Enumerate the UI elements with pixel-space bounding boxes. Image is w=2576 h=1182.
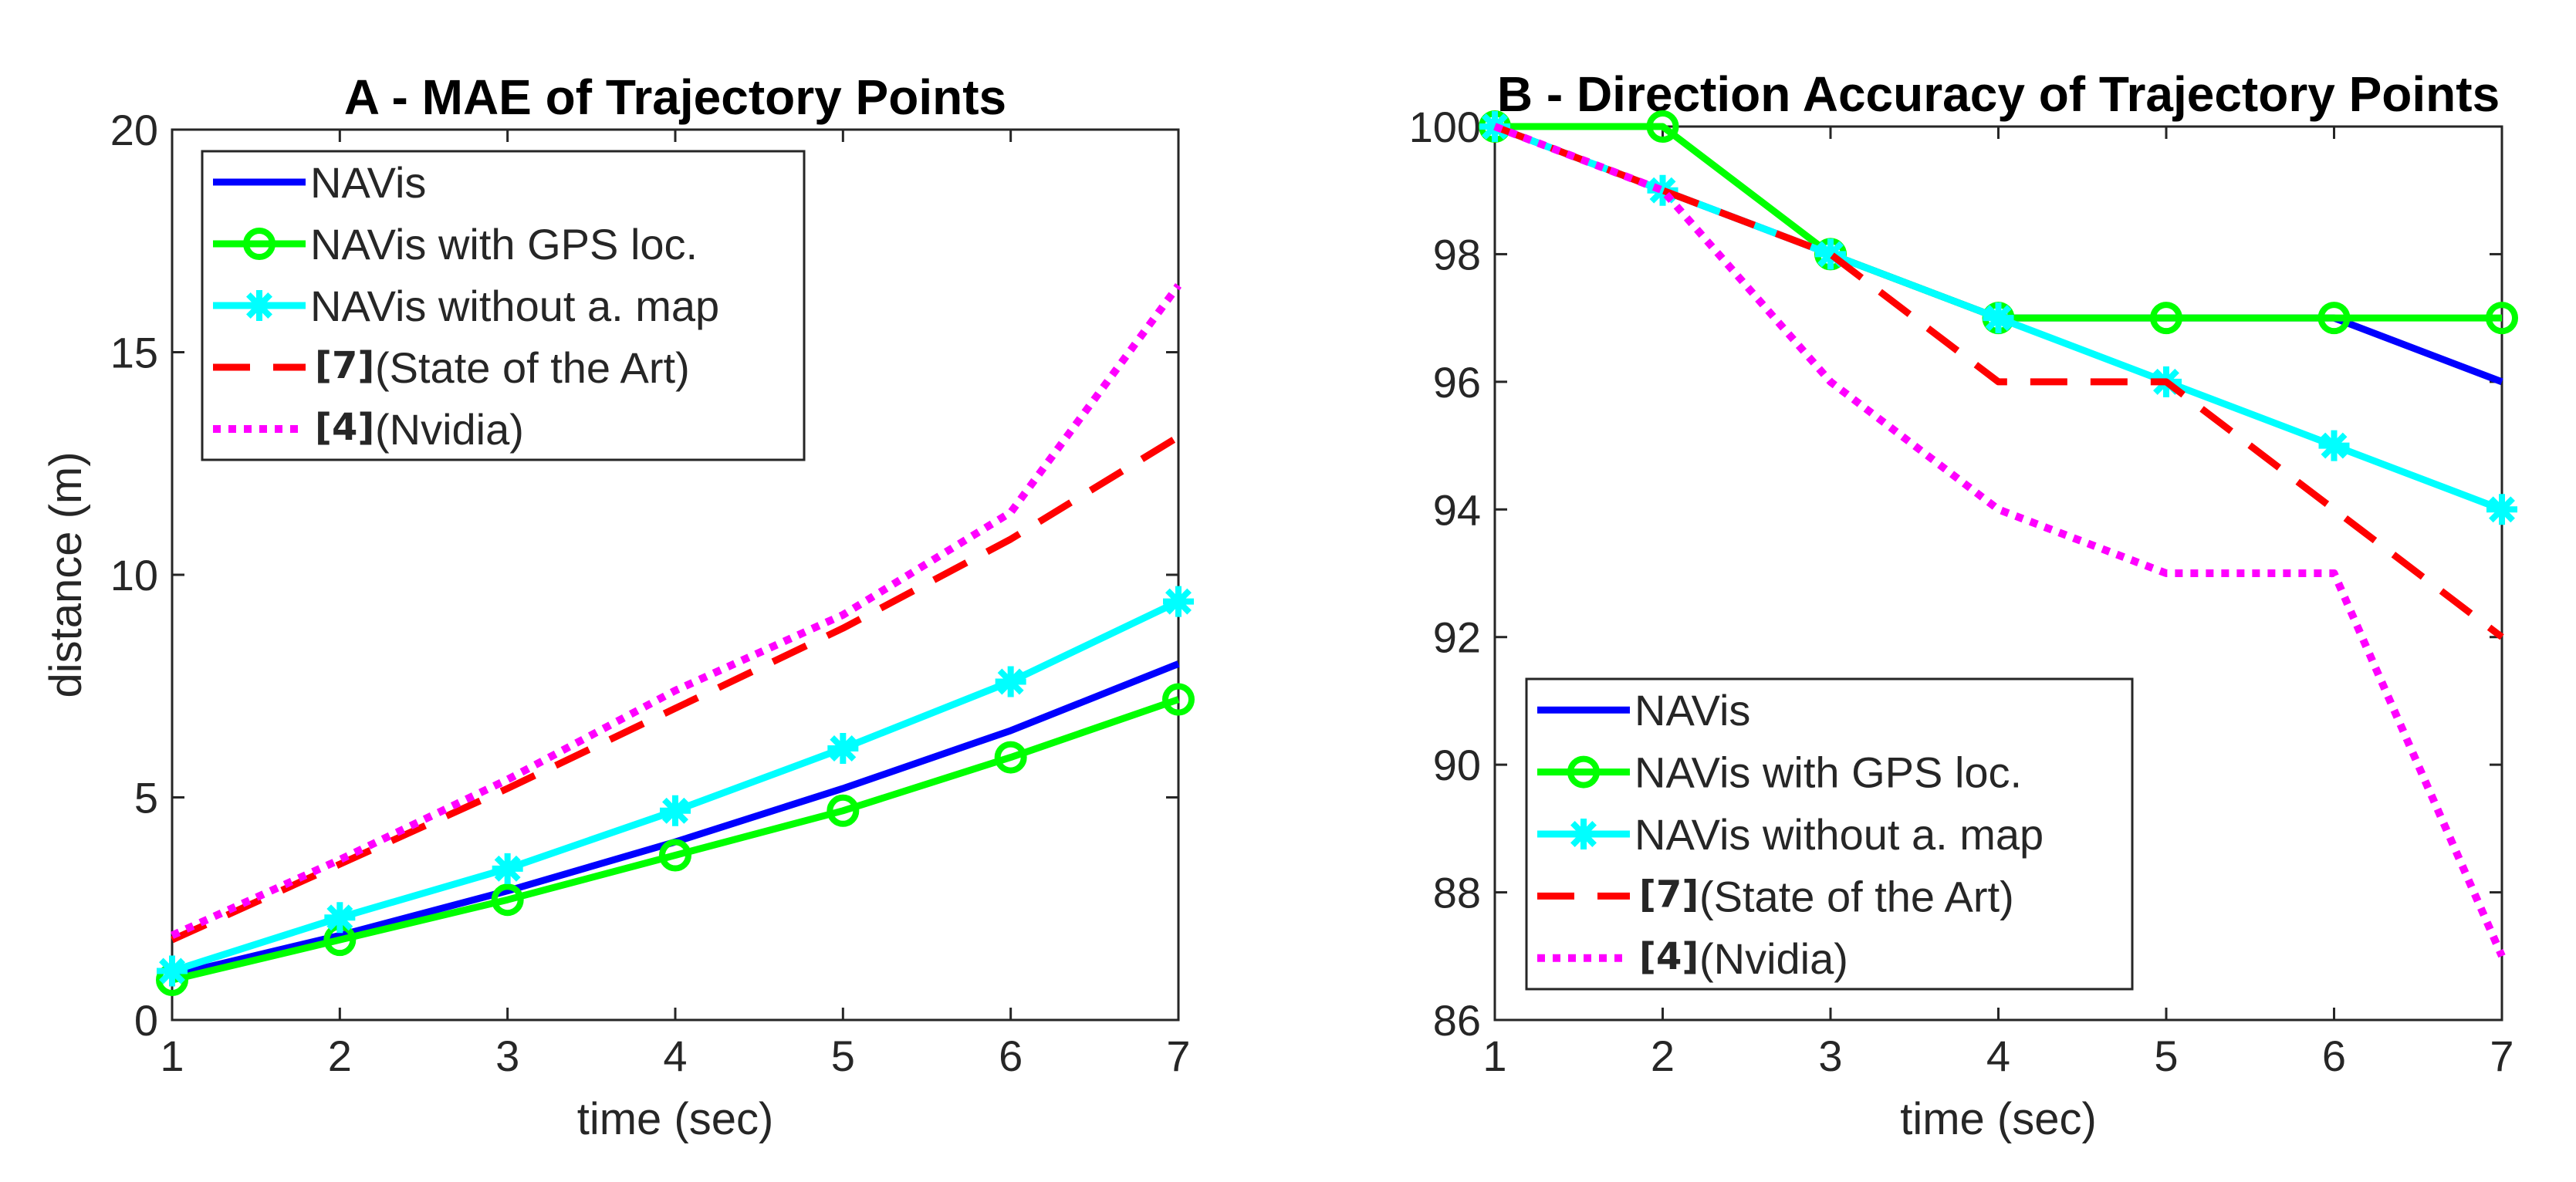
- chart-title: B - Direction Accuracy of Trajectory Poi…: [1497, 66, 2500, 122]
- x-tick-label: 7: [2490, 1032, 2513, 1080]
- legend-label: (Nvidia): [1699, 934, 1848, 983]
- legend-ref: [4]: [315, 406, 374, 449]
- legend-label: (Nvidia): [375, 405, 524, 454]
- series-line-3: [171, 434, 1181, 944]
- data-point-circle: [2317, 302, 2351, 335]
- chart-title: A - MAE of Trajectory Points: [344, 69, 1006, 125]
- y-tick-label: 20: [110, 106, 158, 154]
- data-point-circle: [659, 839, 691, 872]
- data-point-star: [2318, 430, 2350, 461]
- y-tick-label: 86: [1433, 996, 1481, 1045]
- series-line-1: [171, 696, 1180, 984]
- y-tick-label: 92: [1433, 613, 1481, 662]
- legend-label: (State of the Art): [1699, 872, 2014, 920]
- x-axis-label: time (sec): [577, 1094, 774, 1144]
- data-point-star: [1647, 174, 1678, 206]
- x-tick-label: 7: [1166, 1032, 1190, 1080]
- chart-b-direction-accuracy: 1 2 3 4 5 6 7 86 88 90 92 94 96 98 100 B - Direction Ac…: [1409, 66, 2518, 1144]
- legend-label: NAVis with GPS loc.: [310, 220, 698, 268]
- x-tick-label: 2: [1651, 1032, 1675, 1080]
- y-tick-label: 94: [1433, 485, 1481, 534]
- x-tick-label: 4: [1986, 1032, 2010, 1080]
- legend: NAVis NAVis with GPS loc. NAVis without a.…: [1525, 677, 2134, 991]
- legend-marker-star: [244, 290, 275, 321]
- data-point-star: [1983, 302, 2014, 334]
- legend-marker-star: [1568, 819, 1599, 849]
- legend-ref: [7]: [315, 344, 374, 387]
- x-tick-label: 5: [2154, 1032, 2178, 1080]
- data-point-star: [492, 853, 523, 884]
- legend-marker-circle: [243, 228, 276, 260]
- x-tick-label: 4: [663, 1032, 687, 1080]
- legend-ref: [7]: [1639, 873, 1699, 916]
- data-point-star: [827, 733, 859, 765]
- data-point-star: [324, 902, 356, 934]
- series-line-4: [1493, 123, 2506, 958]
- y-tick-label: 98: [1433, 230, 1481, 279]
- x-tick-label: 2: [328, 1032, 352, 1080]
- y-tick-label: 96: [1433, 358, 1481, 407]
- legend-ref: [4]: [1639, 935, 1699, 978]
- legend-label: NAVis: [1635, 686, 1750, 735]
- legend-marker-circle: [1567, 755, 1600, 789]
- data-point-star: [660, 795, 691, 826]
- x-tick-label: 1: [160, 1032, 184, 1080]
- legend-label: NAVis: [310, 158, 426, 207]
- y-tick-label: 88: [1433, 869, 1481, 917]
- series-line-4: [170, 282, 1182, 939]
- data-point-star: [1163, 586, 1194, 617]
- chart-a-mae: 1 2 3 4 5 6 7 0 5 10 15 20 A - MAE of Trajectory Poi…: [41, 69, 1195, 1144]
- y-axis-label: distance (m): [41, 451, 91, 697]
- legend-label: NAVis without a. map: [1635, 810, 2044, 859]
- y-tick-label: 5: [134, 774, 158, 822]
- series-line-3: [1493, 123, 2504, 640]
- y-tick-label: 10: [110, 551, 158, 599]
- data-point-star: [995, 666, 1026, 697]
- data-point-circle: [994, 741, 1027, 774]
- legend-label: (State of the Art): [375, 343, 690, 392]
- data-point-circle: [491, 883, 524, 917]
- data-point-star: [1815, 238, 1846, 270]
- data-point-circle: [827, 794, 860, 827]
- x-tick-label: 3: [1818, 1032, 1842, 1080]
- legend: NAVis NAVis with GPS loc. NAVis without a.…: [201, 150, 806, 461]
- data-point-star: [157, 955, 188, 987]
- x-tick-label: 6: [2322, 1032, 2346, 1080]
- y-tick-label: 90: [1433, 741, 1481, 789]
- x-axis-label: time (sec): [1900, 1094, 2097, 1144]
- y-tick-label: 0: [134, 996, 158, 1045]
- y-tick-label: 15: [110, 329, 158, 377]
- legend-label: NAVis without a. map: [310, 282, 719, 330]
- data-point-circle: [2150, 302, 2182, 335]
- x-tick-label: 3: [495, 1032, 519, 1080]
- x-tick-label: 1: [1482, 1032, 1506, 1080]
- x-tick-label: 6: [999, 1032, 1023, 1080]
- y-tick-label: 100: [1409, 103, 1481, 151]
- x-tick-label: 5: [831, 1032, 855, 1080]
- data-point-circle: [1162, 683, 1195, 716]
- data-point-circle: [2486, 302, 2518, 335]
- data-point-star: [2486, 494, 2517, 525]
- legend-label: NAVis with GPS loc.: [1635, 748, 2022, 797]
- data-point-circle: [1646, 110, 1679, 143]
